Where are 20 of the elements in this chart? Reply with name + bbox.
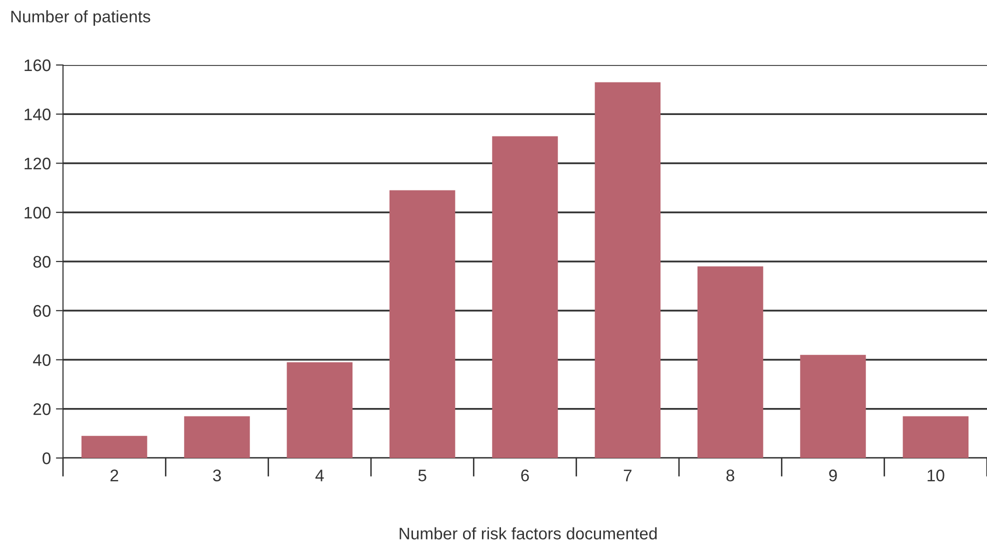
y-tick-label: 0 (42, 452, 51, 464)
x-tick-label: 7 (624, 470, 632, 482)
y-tick-label: 40 (33, 354, 51, 366)
x-tick-label: 2 (110, 470, 118, 482)
y-tick-label: 60 (34, 305, 51, 317)
x-tick-label: 9 (829, 470, 837, 482)
x-tick-label: 8 (726, 470, 734, 482)
y-tick-label: 140 (24, 108, 51, 120)
x-tick-label: 3 (213, 470, 221, 482)
y-tick-label: 160 (24, 59, 51, 72)
y-tick-label: 80 (33, 256, 51, 268)
x-tick-label: 6 (521, 470, 529, 482)
y-tick-label: 120 (24, 158, 51, 170)
x-tick-label: 10 (928, 470, 944, 482)
x-tick-label: 5 (418, 470, 426, 482)
x-tick-label: 4 (315, 470, 324, 482)
y-tick-label: 20 (33, 403, 51, 416)
y-axis-title: Number of patients (11, 10, 150, 26)
y-tick-label: 100 (24, 206, 51, 219)
x-axis-title: Number of risk factors documented (400, 527, 657, 540)
